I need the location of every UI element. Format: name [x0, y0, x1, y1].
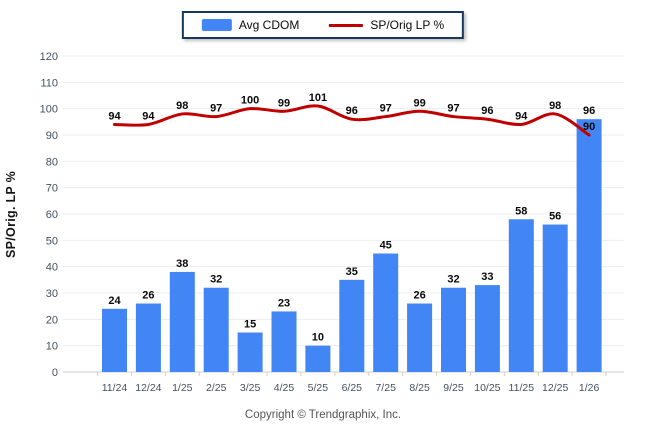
bar-value-label: 32 [447, 274, 459, 286]
x-axis-label: 8/25 [409, 382, 430, 394]
bar-value-label: 38 [176, 258, 188, 270]
y-tick-label: 70 [46, 183, 58, 195]
legend-label-avg-cdom: Avg CDOM [238, 18, 300, 32]
bar-value-label: 10 [312, 332, 324, 344]
line-value-label: 96 [481, 105, 493, 117]
bar-value-label: 23 [278, 297, 290, 309]
line-value-label: 94 [108, 110, 121, 122]
bar-11/24 [102, 308, 127, 372]
x-axis-label: 5/25 [308, 382, 329, 394]
x-axis-label: 12/25 [542, 382, 568, 394]
line-value-label: 90 [583, 121, 595, 133]
y-tick-label: 120 [40, 51, 58, 63]
bar-value-label: 45 [380, 240, 392, 252]
y-tick-label: 20 [46, 314, 58, 326]
bar-12/25 [542, 224, 568, 372]
line-value-label: 101 [309, 92, 327, 104]
line-value-label: 94 [142, 110, 155, 122]
y-tick-label: 80 [46, 156, 58, 168]
legend-label-sp-orig-lp: SP/Orig LP % [370, 18, 445, 32]
x-axis-label: 4/25 [274, 382, 295, 394]
trend-line [113, 104, 591, 137]
x-axis-label: 2/25 [206, 382, 227, 394]
bar-value-label: 15 [244, 319, 256, 331]
x-axis-label: 12/24 [135, 382, 161, 394]
bar-value-label: 58 [515, 205, 527, 217]
bar-value-label: 35 [346, 266, 358, 278]
x-axis-label: 11/25 [509, 382, 535, 394]
bar-11/25 [508, 219, 534, 372]
bar-value-label: 26 [142, 290, 154, 302]
line-value-label: 97 [447, 103, 459, 115]
y-tick-label: 50 [46, 235, 58, 247]
bar-8/25 [407, 303, 433, 372]
y-tick-label: 40 [46, 262, 58, 274]
x-axis-label: 11/24 [102, 382, 128, 394]
bar-7/25 [373, 253, 399, 372]
line-value-label: 99 [278, 97, 290, 109]
x-axis-label: 1/25 [172, 382, 193, 394]
y-tick-label: 10 [46, 341, 58, 353]
x-axis-label: 3/25 [240, 382, 261, 394]
bar-9/25 [441, 287, 466, 372]
bar-2/25 [203, 287, 229, 372]
y-tick-label: 90 [46, 130, 58, 142]
bar-value-label: 26 [413, 290, 425, 302]
copyright-text: Copyright © Trendgraphix, Inc. [244, 409, 402, 421]
x-axis-label: 1/26 [579, 382, 600, 394]
bar-6/25 [339, 279, 365, 372]
bar-value-label: 24 [108, 295, 121, 307]
bar-value-label: 32 [210, 274, 222, 286]
line-value-label: 100 [241, 95, 259, 107]
bar-1/25 [169, 271, 195, 372]
line-series-swatch [329, 23, 364, 27]
y-tick-label: 0 [52, 367, 58, 379]
y-tick-label: 60 [46, 209, 58, 221]
legend-item-sp-orig-lp: SP/Orig LP % [329, 18, 444, 32]
legend-item-avg-cdom: Avg CDOM [201, 18, 300, 32]
bar-5/25 [305, 345, 331, 372]
x-axis-label: 7/25 [375, 382, 396, 394]
line-value-label: 98 [549, 100, 561, 112]
line-value-label: 98 [176, 100, 188, 112]
bar-3/25 [237, 332, 263, 372]
line-value-label: 99 [413, 97, 425, 109]
bar-value-label: 96 [583, 105, 595, 117]
y-tick-label: 30 [46, 288, 58, 300]
bar-series-swatch [201, 19, 232, 31]
y-tick-label: 110 [40, 77, 58, 89]
bar-value-label: 56 [549, 211, 561, 223]
line-value-label: 96 [346, 105, 358, 117]
x-axis-label: 9/25 [443, 382, 464, 394]
x-axis-label: 6/25 [342, 382, 363, 394]
bar-10/25 [474, 285, 500, 372]
bar-value-label: 33 [481, 271, 493, 283]
bar-4/25 [271, 311, 297, 372]
line-value-label: 97 [380, 103, 392, 115]
line-value-label: 94 [515, 110, 528, 122]
bar-1/26 [576, 119, 602, 372]
legend: Avg CDOM SP/Orig LP % [181, 11, 465, 39]
y-tick-label: 100 [40, 104, 58, 116]
bar-12/24 [135, 303, 161, 372]
line-value-label: 97 [210, 103, 222, 115]
x-axis-label: 10/25 [474, 382, 500, 394]
